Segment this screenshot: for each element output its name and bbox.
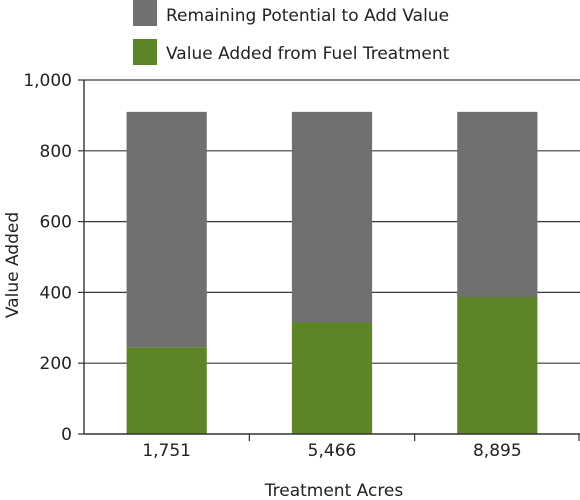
legend-swatch-remaining-potential (133, 0, 157, 26)
x-tick-label: 8,895 (473, 441, 522, 461)
legend: Remaining Potential to Add Value Value A… (133, 0, 450, 65)
bars (126, 111, 538, 434)
bar-value-added (126, 347, 207, 434)
y-tick-label: 1,000 (23, 71, 72, 91)
bar-remaining-potential (126, 111, 207, 348)
legend-swatch-value-added (133, 39, 157, 65)
x-tick-label: 1,751 (142, 441, 191, 461)
x-tick-label: 5,466 (308, 441, 357, 461)
x-ticks: 1,751 5,466 8,895 (142, 434, 580, 461)
x-axis-title: Treatment Acres (264, 481, 404, 500)
bar-remaining-potential (291, 111, 373, 323)
y-tick-label: 400 (40, 283, 72, 303)
y-ticks: 0 200 400 600 800 1,000 (23, 71, 84, 445)
y-tick-label: 800 (40, 142, 72, 162)
legend-label-value-added: Value Added from Fuel Treatment (166, 44, 450, 64)
bar-value-added (291, 322, 373, 434)
bar-value-added (457, 297, 538, 434)
axes (83, 80, 580, 435)
bar-remaining-potential (457, 111, 538, 298)
legend-label-remaining-potential: Remaining Potential to Add Value (166, 6, 449, 26)
y-tick-label: 600 (40, 213, 72, 233)
y-axis-title: Value Added (3, 212, 23, 318)
y-tick-label: 0 (61, 425, 72, 445)
y-tick-label: 200 (40, 354, 72, 374)
